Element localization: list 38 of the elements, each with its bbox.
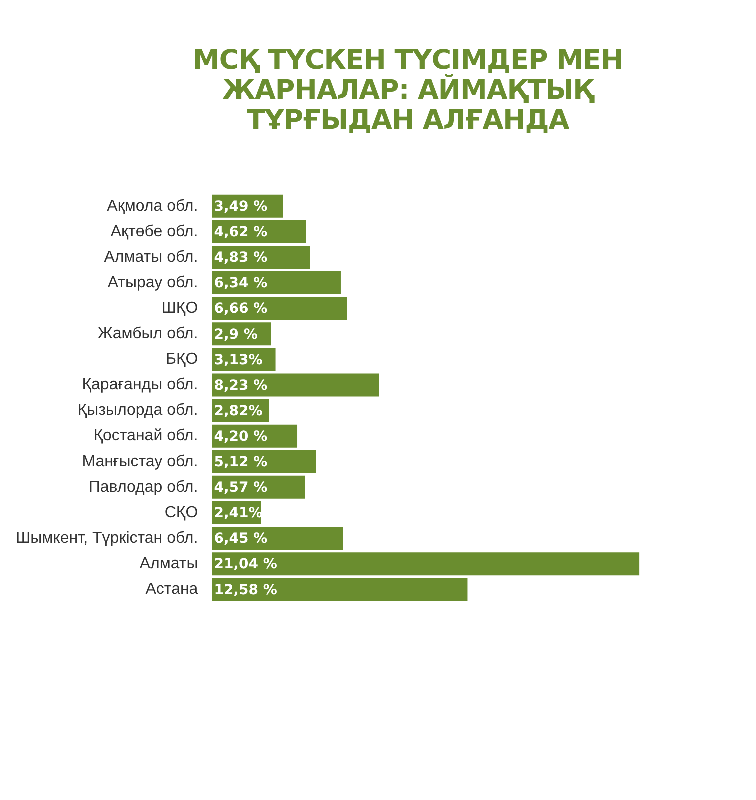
data-label: 8,23 % bbox=[214, 378, 268, 394]
data-label: 2,9 % bbox=[214, 326, 258, 343]
data-label: 5,12 % bbox=[214, 454, 268, 471]
y-tick-label: Манғыстау обл. bbox=[82, 453, 198, 470]
y-tick-label: Алматы bbox=[140, 555, 198, 572]
bar bbox=[212, 552, 640, 576]
bar bbox=[212, 578, 468, 602]
y-tick-label: БҚО bbox=[166, 351, 198, 368]
y-tick-label: Ақмола обл. bbox=[107, 198, 198, 215]
data-label: 6,45 % bbox=[214, 531, 268, 548]
y-tick-label: Атырау обл. bbox=[108, 274, 198, 292]
bar bbox=[212, 527, 344, 550]
y-tick-label: Қарағанды обл. bbox=[82, 376, 198, 394]
bar bbox=[212, 272, 341, 295]
data-label: 2,82% bbox=[214, 403, 263, 420]
data-label: 4,62 % bbox=[214, 224, 268, 241]
data-label: 21,04 % bbox=[214, 556, 278, 573]
y-tick-label: Алматы обл. bbox=[104, 248, 198, 266]
data-label: 3,49 % bbox=[214, 199, 268, 216]
y-tick-label: Шымкент, Түркістан обл. bbox=[16, 530, 198, 547]
data-label: 6,66 % bbox=[214, 301, 268, 318]
data-label: 4,57 % bbox=[214, 480, 268, 496]
data-label: 4,20 % bbox=[214, 428, 268, 445]
y-tick-label: СҚО bbox=[164, 504, 198, 522]
data-label: 12,58 % bbox=[214, 582, 278, 598]
y-tick-label: Павлодар обл. bbox=[88, 478, 198, 496]
y-tick-label: Ақтөбе обл. bbox=[110, 223, 198, 240]
chart-title: МСҚ ТҮСКЕН ТҮСІМДЕР МЕН ЖАРНАЛАР: АЙМАҚТЫҚ ТҰРҒЫДАН АЛҒАНДА bbox=[192, 45, 624, 136]
data-label: 6,34 % bbox=[214, 276, 268, 292]
y-tick-label: Жамбыл обл. bbox=[98, 326, 198, 343]
data-label: 3,13% bbox=[214, 352, 263, 368]
y-tick-label: Қостанай обл. bbox=[94, 428, 198, 445]
data-label: 4,83 % bbox=[214, 250, 268, 266]
y-tick-label: ШҚО bbox=[162, 300, 198, 317]
y-tick-label: Қызылорда обл. bbox=[78, 402, 198, 420]
bar bbox=[212, 297, 348, 320]
y-tick-label: Астана bbox=[146, 581, 198, 598]
bar bbox=[212, 374, 380, 397]
